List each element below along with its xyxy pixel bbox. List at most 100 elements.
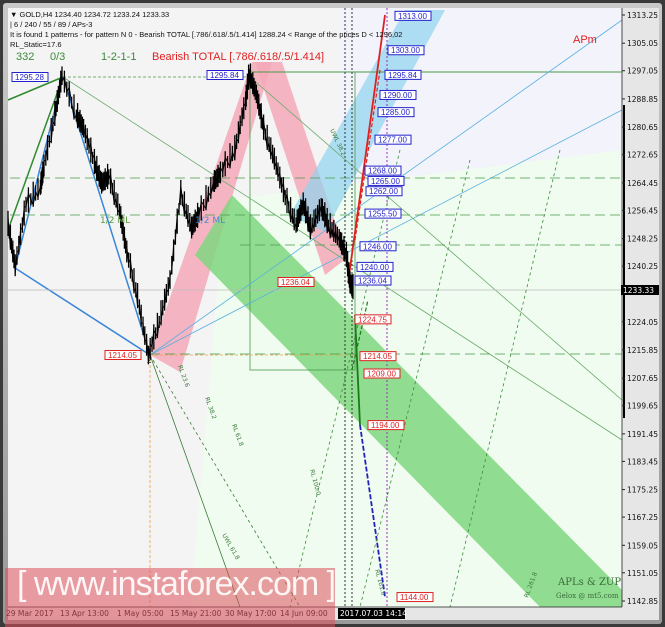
y-tick-label: 1183.45 bbox=[627, 457, 658, 466]
pivot-label: 1295.28 bbox=[15, 73, 44, 82]
target-levels: 1313.00 1303.00 1295.84 1290.00 1285.00 1277.… bbox=[11, 10, 434, 603]
pivot-label-box bbox=[11, 72, 49, 82]
target-level-label: 1246.00 bbox=[363, 242, 392, 251]
target-level-box bbox=[354, 275, 392, 286]
cursor-time-label: 2017.07.03 14:14 bbox=[340, 609, 407, 618]
target-level-box bbox=[367, 175, 405, 186]
target-level-label: 1240.00 bbox=[360, 263, 389, 272]
pivot-label-box bbox=[104, 350, 142, 360]
trend-line bbox=[249, 76, 623, 401]
target-level-box bbox=[367, 420, 405, 431]
target-level-box bbox=[354, 314, 392, 325]
trend-line bbox=[149, 109, 623, 356]
target-level-label: 1224.75 bbox=[358, 315, 387, 324]
target-level-box bbox=[363, 368, 401, 379]
target-level-box bbox=[387, 45, 425, 56]
drawing-lines bbox=[7, 8, 623, 608]
green-channel bbox=[195, 195, 622, 607]
credits-title: APLs & ZUP bbox=[558, 577, 622, 588]
trend-line bbox=[149, 354, 241, 608]
target-level-box bbox=[364, 208, 402, 219]
y-tick-label: 1175.25 bbox=[627, 486, 658, 495]
target-level-label: 1290.00 bbox=[383, 91, 412, 100]
trend-line bbox=[7, 76, 64, 231]
pivot-label: 1214.05 bbox=[108, 351, 137, 360]
target-level-label: 1262.00 bbox=[369, 187, 398, 196]
target-level-label: 1236.04 bbox=[358, 277, 387, 286]
sequence-label: 1-2-1-1 bbox=[101, 51, 137, 63]
target-level-box bbox=[356, 261, 394, 272]
symbol-info: ▼ GOLD,H4 1234.40 1234.72 1233.24 1233.3… bbox=[10, 10, 170, 19]
target-level-label: 1295.84 bbox=[388, 71, 417, 80]
blue-band bbox=[290, 10, 445, 232]
trend-line bbox=[62, 76, 623, 441]
half-ml-left: 1/2 ML bbox=[100, 216, 131, 226]
target-level-box bbox=[384, 69, 422, 80]
target-level-label: 1209.00 bbox=[367, 370, 396, 379]
pivot-label: 1236.04 bbox=[281, 278, 310, 287]
y-tick-label: 1240.25 bbox=[627, 262, 658, 271]
y-tick-label: 1288.85 bbox=[627, 95, 658, 104]
target-level-label: 1303.00 bbox=[391, 46, 420, 55]
trend-line bbox=[359, 159, 471, 608]
y-tick-label: 1264.45 bbox=[627, 179, 658, 188]
trend-line bbox=[289, 149, 401, 608]
y-tick-label: 1224.05 bbox=[627, 318, 658, 327]
pattern-name: Bearish TOTAL [.786/.618/.5/1.414] bbox=[152, 51, 325, 63]
y-tick-label: 1256.45 bbox=[627, 206, 658, 215]
trend-line bbox=[7, 76, 64, 101]
trend-line bbox=[149, 354, 301, 608]
y-tick-label: 1199.65 bbox=[627, 402, 658, 411]
current-price-tag bbox=[621, 285, 659, 295]
y-tick-label: 1215.85 bbox=[627, 346, 658, 355]
trend-line bbox=[347, 14, 386, 284]
target-level-label: 1268.00 bbox=[368, 167, 397, 176]
y-tick-label: 1142.85 bbox=[627, 597, 658, 606]
rl-static-text: RL_Static=17.6 bbox=[10, 40, 62, 49]
target-level-label: 1214.05 bbox=[363, 352, 392, 361]
pivot-label-box bbox=[277, 277, 315, 287]
y-tick-label: 1272.65 bbox=[627, 151, 658, 160]
ratio-label: 0/3 bbox=[50, 51, 66, 63]
target-level-box bbox=[364, 165, 402, 176]
trend-line bbox=[14, 267, 151, 356]
indicator-params: | 6 / 240 / 55 / 89 / APs-3 bbox=[10, 20, 93, 29]
count-label: 332 bbox=[16, 51, 35, 63]
y-tick-label: 1305.05 bbox=[627, 39, 658, 48]
price-line bbox=[7, 74, 354, 361]
target-level-label: 1255.50 bbox=[368, 210, 397, 219]
pivot-2-label: 2 bbox=[147, 356, 152, 365]
y-tick-labels: 1313.25 1305.05 1297.05 1288.85 1280.65 1272.… bbox=[622, 11, 658, 606]
half-ml-right: 1/2 ML bbox=[195, 216, 226, 226]
apm-label: APm bbox=[573, 34, 597, 46]
y-tick-label: 1248.25 bbox=[627, 235, 658, 244]
y-tick-label: 1280.65 bbox=[627, 123, 658, 132]
y-tick-label: 1159.05 bbox=[627, 541, 658, 550]
target-level-box bbox=[365, 186, 403, 197]
y-tick-label: 1191.45 bbox=[627, 430, 658, 439]
price-axis[interactable] bbox=[622, 8, 659, 620]
pivot-label: 1295.84 bbox=[210, 71, 239, 80]
pattern-found-text: It is found 1 patterns - for pattern N 0… bbox=[10, 30, 403, 39]
watermark: [ www.instaforex.com ] bbox=[5, 565, 336, 627]
target-level-label: 1277.00 bbox=[378, 136, 407, 145]
target-level-label: 1313.00 bbox=[398, 12, 427, 21]
target-level-label: 1285.00 bbox=[381, 108, 410, 117]
watermark-text: [ www.instaforex.com ] bbox=[17, 565, 336, 603]
trend-line bbox=[354, 69, 381, 241]
credits-author: Gelox @ mt5.com bbox=[556, 592, 619, 600]
y-tick-label: 1313.25 bbox=[627, 11, 658, 20]
pivot-label-box bbox=[206, 70, 244, 80]
target-level-label: 1144.00 bbox=[400, 593, 429, 602]
y-tick-label: 1151.05 bbox=[627, 569, 658, 578]
target-level-box bbox=[394, 10, 432, 21]
price-series bbox=[7, 63, 354, 365]
target-level-box bbox=[396, 592, 434, 603]
pink-band-1 bbox=[150, 62, 272, 372]
trend-line bbox=[449, 149, 561, 608]
y-tick-label: 1167.25 bbox=[627, 513, 658, 522]
target-level-box bbox=[359, 351, 397, 362]
target-level-label: 1265.00 bbox=[371, 177, 400, 186]
y-tick-label: 1297.05 bbox=[627, 67, 658, 76]
